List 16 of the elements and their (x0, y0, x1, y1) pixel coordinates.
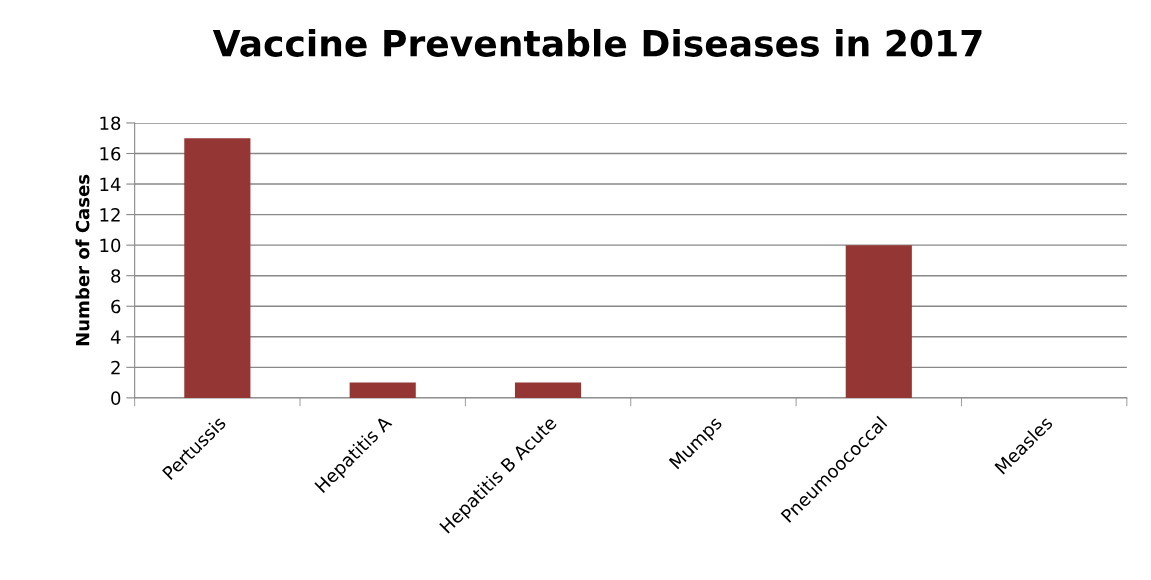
bar (515, 382, 582, 398)
y-tick-label: 16 (100, 146, 121, 161)
y-tick-label: 0 (111, 391, 121, 405)
y-tick-label: 10 (100, 238, 121, 253)
y-tick-label: 6 (111, 299, 121, 314)
y-tick-label: 14 (100, 177, 121, 191)
y-axis-title: Number of Cases (75, 174, 90, 346)
bar (845, 245, 912, 398)
y-tick-label: 12 (100, 208, 120, 222)
y-tick-label: 8 (111, 269, 121, 283)
y-tick-label: 2 (111, 360, 120, 375)
y-tick-label: 18 (100, 116, 121, 131)
y-tick-label: 4 (110, 330, 121, 344)
bar (349, 382, 416, 398)
bar (184, 138, 251, 398)
chart-title: Vaccine Preventable Diseases in 2017 (212, 28, 982, 57)
